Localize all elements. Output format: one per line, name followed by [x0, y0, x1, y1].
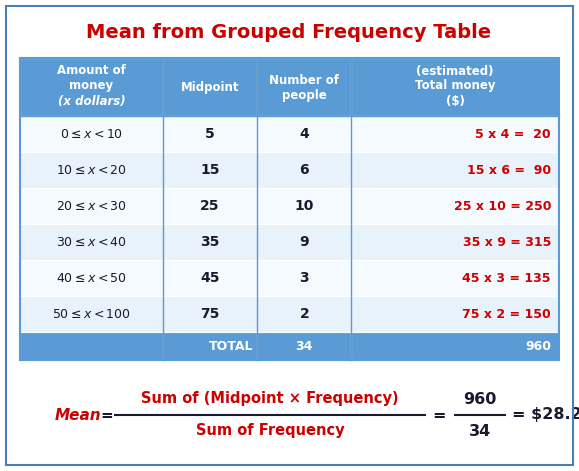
- Text: Number of: Number of: [269, 73, 339, 87]
- Bar: [20, 296, 163, 332]
- Bar: [351, 224, 559, 260]
- Text: Sum of (Midpoint × Frequency): Sum of (Midpoint × Frequency): [141, 391, 399, 406]
- Text: Amount of: Amount of: [57, 65, 126, 78]
- Text: 960: 960: [463, 391, 497, 406]
- Text: 15: 15: [200, 163, 220, 177]
- Text: =: =: [100, 407, 113, 422]
- Text: $50\leq x<100$: $50\leq x<100$: [52, 308, 131, 320]
- Text: Total money: Total money: [415, 79, 496, 91]
- Text: 9: 9: [299, 235, 309, 249]
- Bar: [163, 296, 257, 332]
- Text: 35 x 9 = 315: 35 x 9 = 315: [463, 236, 551, 249]
- Bar: [257, 58, 351, 116]
- Bar: [163, 152, 257, 188]
- Text: Mean: Mean: [55, 407, 102, 422]
- Text: 960: 960: [525, 340, 551, 352]
- Bar: [257, 332, 351, 360]
- Text: 5: 5: [205, 127, 215, 141]
- Text: 25: 25: [200, 199, 220, 213]
- Text: 34: 34: [469, 423, 491, 439]
- Bar: [20, 58, 559, 360]
- Text: money: money: [69, 79, 113, 91]
- Bar: [257, 188, 351, 224]
- Text: 75: 75: [200, 307, 219, 321]
- Bar: [20, 58, 163, 116]
- Bar: [20, 116, 163, 152]
- Bar: [257, 116, 351, 152]
- Bar: [351, 152, 559, 188]
- Text: $0\leq x<10$: $0\leq x<10$: [60, 128, 123, 140]
- Text: 2: 2: [299, 307, 309, 321]
- Bar: [351, 332, 559, 360]
- Text: 34: 34: [296, 340, 313, 352]
- Bar: [20, 188, 163, 224]
- Bar: [163, 224, 257, 260]
- Text: 3: 3: [299, 271, 309, 285]
- Text: 10: 10: [295, 199, 314, 213]
- Bar: [163, 188, 257, 224]
- Text: ($): ($): [446, 96, 465, 108]
- Text: Midpoint: Midpoint: [181, 81, 239, 94]
- Text: (x dollars): (x dollars): [57, 96, 125, 108]
- Text: 15 x 6 =  90: 15 x 6 = 90: [467, 163, 551, 177]
- Bar: [351, 58, 559, 116]
- Bar: [351, 260, 559, 296]
- Bar: [257, 260, 351, 296]
- Text: TOTAL: TOTAL: [208, 340, 253, 352]
- Bar: [257, 296, 351, 332]
- Bar: [351, 188, 559, 224]
- Bar: [163, 332, 257, 360]
- Text: $20\leq x<30$: $20\leq x<30$: [56, 200, 127, 212]
- Bar: [257, 152, 351, 188]
- Text: (estimated): (estimated): [416, 65, 494, 78]
- Text: Sum of Frequency: Sum of Frequency: [196, 423, 345, 439]
- Text: 45: 45: [200, 271, 220, 285]
- Bar: [20, 152, 163, 188]
- Text: 6: 6: [299, 163, 309, 177]
- Text: $10\leq x<20$: $10\leq x<20$: [56, 163, 127, 177]
- Text: = $28.24: = $28.24: [512, 407, 579, 422]
- Bar: [20, 224, 163, 260]
- Text: 25 x 10 = 250: 25 x 10 = 250: [453, 200, 551, 212]
- Bar: [163, 116, 257, 152]
- Text: =: =: [432, 407, 445, 422]
- Text: 75 x 2 = 150: 75 x 2 = 150: [462, 308, 551, 320]
- Text: 4: 4: [299, 127, 309, 141]
- Bar: [257, 224, 351, 260]
- Text: 5 x 4 =  20: 5 x 4 = 20: [475, 128, 551, 140]
- Text: $30\leq x<40$: $30\leq x<40$: [56, 236, 127, 249]
- Text: Mean from Grouped Frequency Table: Mean from Grouped Frequency Table: [86, 23, 492, 41]
- Bar: [351, 116, 559, 152]
- Text: 45 x 3 = 135: 45 x 3 = 135: [463, 271, 551, 284]
- Bar: [20, 260, 163, 296]
- Text: $40\leq x<50$: $40\leq x<50$: [56, 271, 127, 284]
- Text: 35: 35: [200, 235, 219, 249]
- Bar: [163, 58, 257, 116]
- Text: people: people: [282, 89, 327, 103]
- Bar: [163, 260, 257, 296]
- Bar: [351, 296, 559, 332]
- Bar: [20, 332, 163, 360]
